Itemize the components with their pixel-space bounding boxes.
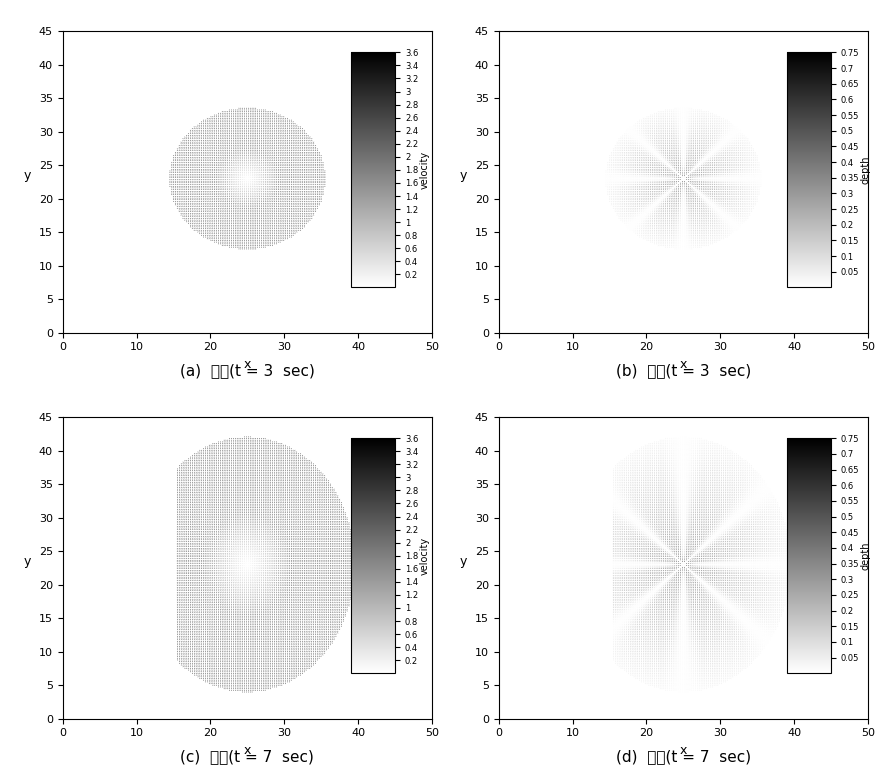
Y-axis label: y: y: [24, 169, 31, 182]
Text: (c)  유속(t = 7  sec): (c) 유속(t = 7 sec): [181, 749, 314, 764]
X-axis label: x: x: [679, 358, 687, 371]
X-axis label: x: x: [679, 744, 687, 757]
Y-axis label: y: y: [24, 555, 31, 568]
Text: (a)  유속(t = 3  sec): (a) 유속(t = 3 sec): [180, 363, 315, 378]
Text: (d)  수심(t = 7  sec): (d) 수심(t = 7 sec): [615, 749, 750, 764]
Text: (b)  수심(t = 3  sec): (b) 수심(t = 3 sec): [615, 363, 750, 378]
Y-axis label: y: y: [460, 555, 467, 568]
X-axis label: x: x: [243, 358, 251, 371]
X-axis label: x: x: [243, 744, 251, 757]
Y-axis label: y: y: [460, 169, 467, 182]
